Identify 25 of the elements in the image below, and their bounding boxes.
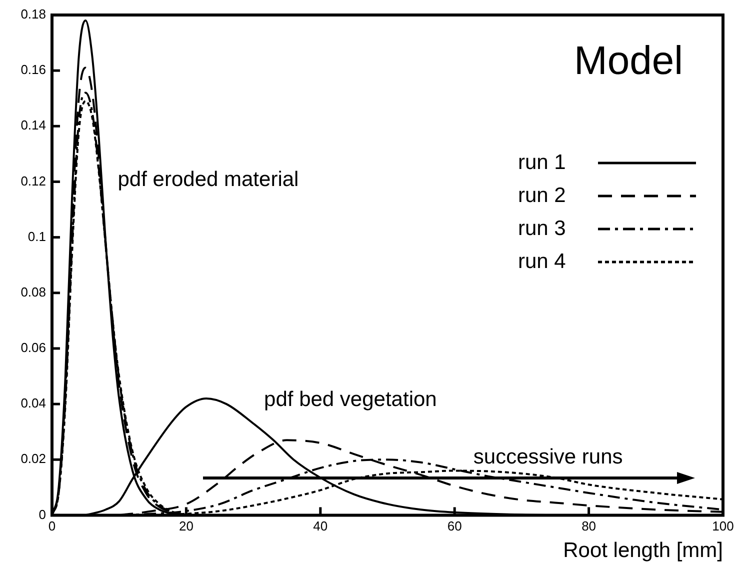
y-tick-label: 0.16 <box>20 62 46 78</box>
x-tick-label: 0 <box>48 518 56 534</box>
annotation: successive runs <box>473 445 623 468</box>
x-tick-label: 80 <box>582 518 596 534</box>
y-tick-label: 0.14 <box>20 118 46 133</box>
x-tick-label: 20 <box>178 518 194 534</box>
y-tick-label: 0.02 <box>20 451 46 466</box>
legend-label: run 2 <box>518 184 566 207</box>
annotation: pdf bed vegetation <box>264 388 437 411</box>
legend-label: run 4 <box>518 250 566 273</box>
text: Model <box>574 39 683 84</box>
y-tick-label: 0.18 <box>20 6 46 22</box>
legend-label: run 3 <box>518 216 566 240</box>
y-tick-label: 0.1 <box>28 228 46 244</box>
legend-label: run 1 <box>518 150 566 174</box>
x-axis-title: Root length [mm] <box>563 539 723 562</box>
y-tick-label: 0.04 <box>20 396 46 411</box>
x-tick-label: 100 <box>712 518 734 534</box>
y-tick-label: 0.12 <box>20 173 46 188</box>
annotation: pdf eroded material <box>118 168 299 191</box>
y-tick-label: 0.06 <box>20 340 46 356</box>
x-tick-label: 40 <box>313 518 328 534</box>
y-tick-label: 0.08 <box>20 284 46 300</box>
y-tick-label: 0 <box>38 506 46 522</box>
x-tick-label: 60 <box>447 518 462 534</box>
